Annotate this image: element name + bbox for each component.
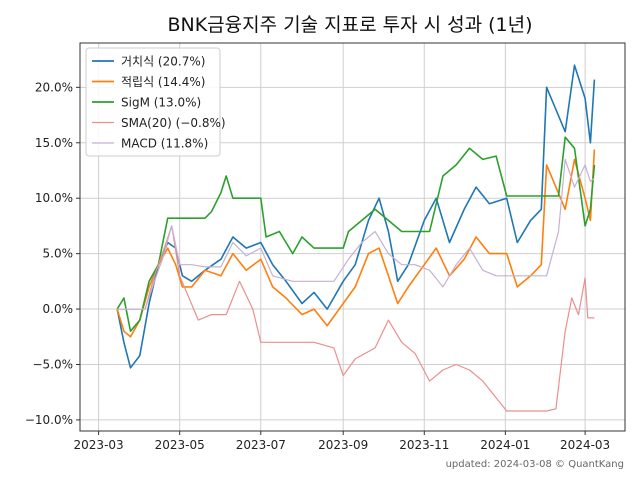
- y-tick-label: 20.0%: [35, 80, 73, 94]
- legend-label: SMA(20) (−0.8%): [121, 116, 226, 130]
- y-tick-label: 0.0%: [43, 302, 74, 316]
- x-tick-label: 2023-11: [399, 438, 449, 452]
- y-tick-label: −5.0%: [32, 357, 73, 371]
- footnote: updated: 2024-03-08 © QuantKang: [446, 459, 624, 470]
- series-line-2: [116, 136, 596, 333]
- series-line-1: [116, 149, 596, 338]
- series-line-3: [117, 225, 595, 412]
- x-tick-label: 2023-05: [155, 438, 205, 452]
- legend-label: 적립식 (14.4%): [121, 75, 205, 89]
- x-tick-label: 2023-03: [74, 438, 124, 452]
- legend-box: [85, 47, 221, 157]
- y-tick-label: 10.0%: [35, 191, 73, 205]
- y-tick-label: −10.0%: [25, 413, 73, 427]
- plot-frame: [79, 42, 626, 432]
- chart-title: BNK금융지주 기술 지표로 투자 시 성과 (1년): [167, 14, 532, 36]
- legend: 거치식 (20.7%) 적립식 (14.4%) SigM (13.0%) SMA(20…: [85, 47, 226, 157]
- legend-label: MACD (11.8%): [121, 137, 208, 151]
- y-axis-ticks: −10.0% −5.0% 0.0% 5.0% 10.0% 15.0% 20.0%: [25, 80, 80, 427]
- legend-label: SigM (13.0%): [121, 96, 201, 110]
- series-lines: [116, 64, 596, 412]
- y-tick-label: 5.0%: [43, 247, 74, 261]
- series-line-4: [117, 158, 595, 310]
- x-tick-label: 2023-07: [236, 438, 286, 452]
- x-tick-label: 2023-09: [318, 438, 368, 452]
- x-axis-ticks: 2023-03 2023-05 2023-07 2023-09 2023-11 2024-…: [74, 431, 610, 452]
- legend-label: 거치식 (20.7%): [121, 55, 205, 69]
- x-tick-label: 2024-03: [560, 438, 610, 452]
- x-tick-label: 2024-01: [480, 438, 530, 452]
- y-tick-label: 15.0%: [35, 136, 73, 150]
